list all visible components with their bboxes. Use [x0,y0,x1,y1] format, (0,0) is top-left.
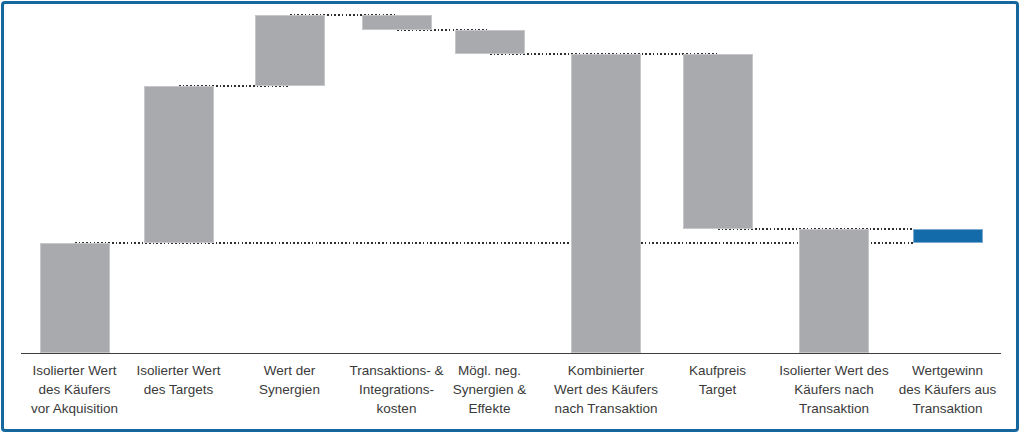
x-axis-line [21,353,1001,355]
waterfall-bar [362,15,432,29]
waterfall-bar [255,15,325,85]
waterfall-bar [799,229,869,353]
category-label: Mögl. neg.Synergien &Effekte [423,361,557,419]
category-label-line: nach Transaktion [539,399,673,418]
waterfall-bar [144,86,214,243]
waterfall-bar [455,30,525,54]
waterfall-bar [683,54,753,229]
category-label-line: des Käufers aus [881,380,1015,399]
category-label-line: Synergien & [423,380,557,399]
category-label-line: Effekte [423,399,557,418]
category-label-line: Wertgewinn [881,361,1015,380]
category-label: Wertgewinndes Käufers ausTransaktion [881,361,1015,419]
waterfall-chart: Isolierter Wertdes Käufersvor Akquisitio… [0,0,1021,434]
category-label: KaufpreisTarget [651,361,785,399]
waterfall-bar-result [913,229,983,243]
waterfall-bar [571,54,641,353]
category-label-line: Kaufpreis [651,361,785,380]
waterfall-bar [40,243,110,353]
category-label-line: Mögl. neg. [423,361,557,380]
category-label-line: vor Akquisition [8,399,142,418]
category-label-line: Target [651,380,785,399]
category-label-line: Transaktion [881,399,1015,418]
